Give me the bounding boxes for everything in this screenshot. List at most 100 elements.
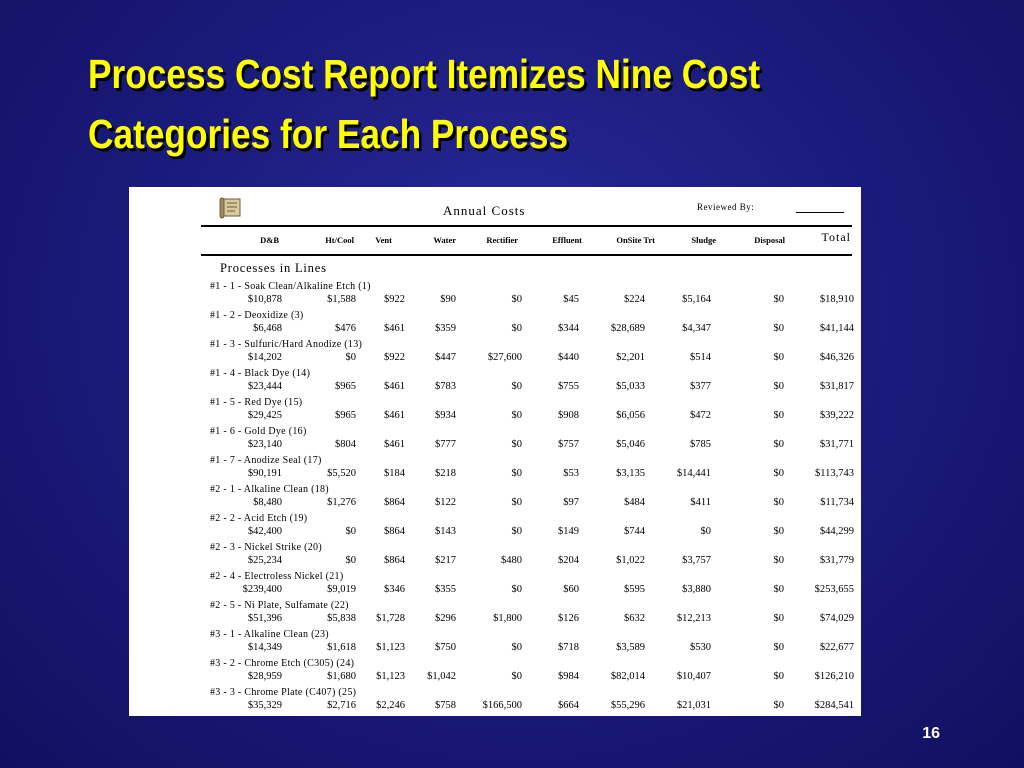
header-rule-bottom [201, 254, 852, 256]
cost-cell: $0 [511, 381, 523, 392]
cost-cell: $90,191 [247, 468, 282, 479]
cost-cell: $31,817 [819, 381, 854, 392]
cost-cell: $0 [345, 526, 357, 537]
cost-cell: $864 [384, 497, 405, 508]
column-header: OnSite Trt [616, 235, 655, 245]
cost-cell: $595 [624, 584, 645, 595]
process-name: #2 - 3 - Nickel Strike (20) [210, 542, 322, 553]
cost-cell: $785 [690, 439, 711, 450]
cost-cell: $0 [773, 294, 785, 305]
cost-cell: $113,743 [815, 468, 854, 479]
cost-cell: $472 [690, 410, 711, 421]
process-row: #2 - 1 - Alkaline Clean (18) $8,480 $1,276… [129, 484, 861, 513]
column-header: Water [433, 235, 456, 245]
cost-cell: $5,520 [327, 468, 356, 479]
process-row: #1 - 1 - Soak Clean/Alkaline Etch (1) $10… [129, 281, 861, 310]
cost-cell: $3,757 [682, 555, 711, 566]
cost-cell: $22,677 [819, 642, 854, 653]
cost-cell: $0 [773, 700, 785, 711]
column-header: Ht/Cool [325, 235, 354, 245]
cost-cell: $632 [624, 613, 645, 624]
cost-cell: $0 [773, 642, 785, 653]
process-row: #2 - 5 - Ni Plate, Sulfamate (22) $51,396… [129, 600, 861, 629]
cost-cell: $126,210 [814, 671, 854, 682]
cost-cell: $804 [335, 439, 356, 450]
slide-title-line-2: Categories for Each Process [88, 111, 569, 157]
cost-cell: $0 [700, 526, 712, 537]
cost-cell: $757 [558, 439, 579, 450]
reviewed-by-signature-line [796, 212, 844, 213]
cost-cell: $60 [563, 584, 579, 595]
cost-cell: $23,140 [247, 439, 282, 450]
cost-cell: $750 [435, 642, 456, 653]
cost-cell: $0 [511, 642, 523, 653]
cost-cell: $143 [435, 526, 456, 537]
cost-cell: $46,326 [819, 352, 854, 363]
cost-cell: $0 [511, 294, 523, 305]
slide-title: Process Cost Report Itemizes Nine Cost C… [88, 44, 862, 164]
page-number: 16 [922, 725, 940, 742]
cost-cell: $25,234 [247, 555, 282, 566]
cost-cell: $126 [558, 613, 579, 624]
cost-cell: $346 [384, 584, 405, 595]
cost-cell: $23,444 [247, 381, 282, 392]
cost-cell: $461 [384, 439, 405, 450]
process-name: #1 - 5 - Red Dye (15) [210, 397, 303, 408]
cost-cell: $0 [511, 497, 523, 508]
cost-cell: $480 [501, 555, 522, 566]
cost-cell: $484 [624, 497, 645, 508]
cost-cell: $2,201 [616, 352, 645, 363]
cost-cell: $2,716 [327, 700, 356, 711]
cost-cell: $447 [435, 352, 456, 363]
cost-cell: $8,480 [253, 497, 282, 508]
cost-cell: $31,771 [819, 439, 854, 450]
cost-cell: $355 [435, 584, 456, 595]
column-header: Rectifier [486, 235, 518, 245]
cost-cell: $0 [773, 410, 785, 421]
cost-cell: $217 [435, 555, 456, 566]
cost-cell: $476 [335, 323, 356, 334]
reviewed-by-label: Reviewed By: [697, 202, 755, 212]
report-title: Annual Costs [443, 203, 526, 218]
cost-cell: $0 [773, 497, 785, 508]
process-name: #2 - 5 - Ni Plate, Sulfamate (22) [210, 600, 349, 611]
cost-cell: $18,910 [819, 294, 854, 305]
cost-cell: $359 [435, 323, 456, 334]
cost-cell: $224 [624, 294, 645, 305]
cost-cell: $0 [773, 671, 785, 682]
cost-cell: $74,029 [819, 613, 854, 624]
cost-cell: $9,019 [327, 584, 356, 595]
slide-title-line-1: Process Cost Report Itemizes Nine Cost [88, 51, 761, 97]
cost-cell: $1,618 [327, 642, 356, 653]
cost-cell: $744 [624, 526, 645, 537]
cost-cell: $783 [435, 381, 456, 392]
cost-cell: $39,222 [819, 410, 854, 421]
cost-cell: $0 [773, 526, 785, 537]
cost-cell: $122 [435, 497, 456, 508]
cost-cell: $1,276 [327, 497, 356, 508]
cost-cell: $239,400 [242, 584, 282, 595]
cost-cell: $28,689 [610, 323, 645, 334]
cost-cell: $755 [558, 381, 579, 392]
cost-cell: $0 [511, 468, 523, 479]
cost-cell: $3,880 [682, 584, 711, 595]
cost-cell: $0 [773, 352, 785, 363]
cost-cell: $0 [773, 468, 785, 479]
header-rule-top [201, 225, 852, 227]
column-header: Disposal [754, 235, 785, 245]
cost-cell: $0 [773, 381, 785, 392]
cost-cell: $0 [511, 410, 523, 421]
cost-cell: $149 [558, 526, 579, 537]
cost-cell: $97 [563, 497, 579, 508]
cost-cell: $4,347 [682, 323, 711, 334]
cost-cell: $284,541 [814, 700, 854, 711]
cost-cell: $55,296 [610, 700, 645, 711]
process-name: #1 - 3 - Sulfuric/Hard Anodize (13) [210, 339, 363, 350]
process-row: #3 - 2 - Chrome Etch (C305) (24) $28,959 $… [129, 658, 861, 687]
process-name: #1 - 2 - Deoxidize (3) [210, 310, 304, 321]
cost-cell: $14,349 [247, 642, 282, 653]
cost-cell: $0 [773, 555, 785, 566]
cost-cell: $21,031 [676, 700, 711, 711]
cost-cell: $1,123 [376, 671, 405, 682]
cost-cell: $29,425 [247, 410, 282, 421]
